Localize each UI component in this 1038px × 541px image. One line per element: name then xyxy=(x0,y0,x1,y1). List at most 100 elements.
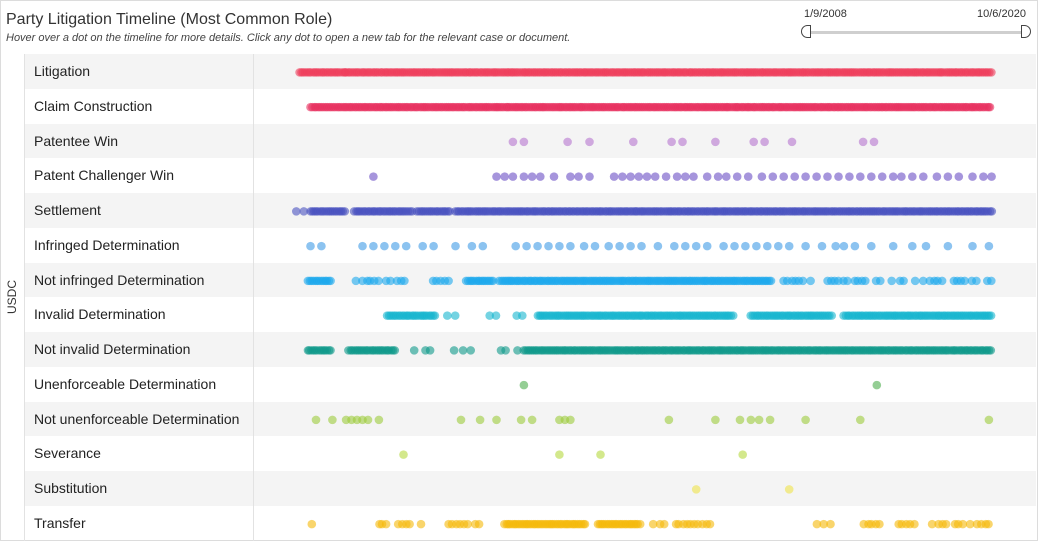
timeline-dot[interactable] xyxy=(566,241,575,251)
timeline-dot[interactable] xyxy=(626,172,635,181)
timeline-dot[interactable] xyxy=(563,137,572,147)
timeline-dot[interactable] xyxy=(843,276,852,286)
timeline-dot[interactable] xyxy=(819,519,828,529)
timeline-dot[interactable] xyxy=(615,241,624,251)
timeline-dot[interactable] xyxy=(369,172,378,181)
timeline-dot[interactable] xyxy=(806,276,815,286)
timeline-dot[interactable] xyxy=(618,172,627,181)
timeline-dot[interactable] xyxy=(711,415,720,425)
timeline-dot[interactable] xyxy=(358,241,367,251)
timeline-dot[interactable] xyxy=(661,172,671,181)
timeline-dot[interactable] xyxy=(987,207,997,216)
timeline-dot[interactable] xyxy=(722,172,731,181)
timeline-dot[interactable] xyxy=(596,450,605,459)
timeline-dot[interactable] xyxy=(845,172,854,181)
timeline-dot[interactable] xyxy=(763,241,772,251)
timeline-dot[interactable] xyxy=(986,311,996,320)
timeline-dot[interactable] xyxy=(910,276,920,286)
timeline-dot[interactable] xyxy=(401,241,411,251)
timeline-dot[interactable] xyxy=(752,241,761,251)
timeline-dot[interactable] xyxy=(801,415,810,425)
timeline-dot[interactable] xyxy=(500,172,510,181)
timeline-dot[interactable] xyxy=(629,137,638,147)
timeline-dot[interactable] xyxy=(363,415,373,425)
timeline-dot[interactable] xyxy=(536,172,545,181)
timeline-dot[interactable] xyxy=(754,415,764,425)
timeline-dot[interactable] xyxy=(590,241,600,251)
timeline-dot[interactable] xyxy=(827,311,836,320)
timeline-dot[interactable] xyxy=(399,450,408,459)
timeline-dot[interactable] xyxy=(326,276,335,286)
timeline-dot[interactable] xyxy=(340,207,350,216)
timeline-dot[interactable] xyxy=(425,346,435,355)
timeline-dot[interactable] xyxy=(475,415,485,425)
timeline-dot[interactable] xyxy=(958,519,968,529)
timeline-dot[interactable] xyxy=(779,172,788,181)
timeline-dot[interactable] xyxy=(519,380,529,390)
timeline-dot[interactable] xyxy=(987,68,996,77)
timeline-dot[interactable] xyxy=(501,346,510,355)
timeline-dot[interactable] xyxy=(757,172,767,181)
timeline-dot[interactable] xyxy=(735,415,745,425)
timeline-dot[interactable] xyxy=(768,172,778,181)
timeline-dot[interactable] xyxy=(430,311,440,320)
date-range-start-handle[interactable] xyxy=(801,25,811,38)
timeline-dot[interactable] xyxy=(787,137,797,147)
timeline-dot[interactable] xyxy=(972,276,981,286)
timeline-dot[interactable] xyxy=(984,241,994,251)
timeline-dot[interactable] xyxy=(380,241,389,251)
date-range-slider-track[interactable] xyxy=(806,31,1028,34)
timeline-dot[interactable] xyxy=(667,137,676,147)
timeline-dot[interactable] xyxy=(527,172,537,181)
timeline-dot[interactable] xyxy=(801,172,810,181)
timeline-dot[interactable] xyxy=(985,102,995,112)
timeline-dot[interactable] xyxy=(672,172,682,181)
timeline-dot[interactable] xyxy=(919,172,928,181)
timeline-dot[interactable] xyxy=(670,241,679,251)
timeline-dot[interactable] xyxy=(943,172,953,181)
timeline-dot[interactable] xyxy=(555,241,564,251)
timeline-dot[interactable] xyxy=(566,172,575,181)
timeline-dot[interactable] xyxy=(317,241,326,251)
timeline-dot[interactable] xyxy=(702,241,712,251)
timeline-dot[interactable] xyxy=(927,519,937,529)
timeline-dot[interactable] xyxy=(513,346,522,355)
timeline-dot[interactable] xyxy=(478,241,488,251)
timeline-dot[interactable] xyxy=(968,172,977,181)
timeline-dot[interactable] xyxy=(984,415,994,425)
timeline-dot[interactable] xyxy=(987,276,996,286)
timeline-dot[interactable] xyxy=(443,311,452,320)
timeline-dot[interactable] xyxy=(449,346,459,355)
timeline-dot[interactable] xyxy=(979,172,988,181)
timeline-dot[interactable] xyxy=(604,241,613,251)
timeline-dot[interactable] xyxy=(580,519,590,529)
timeline-dot[interactable] xyxy=(875,519,884,529)
timeline-dot[interactable] xyxy=(634,172,644,181)
date-range-end-handle[interactable] xyxy=(1021,25,1031,38)
timeline-dot[interactable] xyxy=(869,137,879,147)
timeline-dot[interactable] xyxy=(812,519,822,529)
timeline-dot[interactable] xyxy=(351,276,361,286)
timeline-dot[interactable] xyxy=(968,241,977,251)
timeline-dot[interactable] xyxy=(876,276,885,286)
timeline-dot[interactable] xyxy=(369,241,378,251)
timeline-dot[interactable] xyxy=(839,241,849,251)
timeline-dot[interactable] xyxy=(579,241,589,251)
timeline-dot[interactable] xyxy=(650,172,660,181)
timeline-dot[interactable] xyxy=(941,519,951,529)
timeline-dot[interactable] xyxy=(932,172,942,181)
timeline-dot[interactable] xyxy=(574,172,583,181)
timeline-dot[interactable] xyxy=(527,415,537,425)
timeline-dot[interactable] xyxy=(659,519,669,529)
timeline-dot[interactable] xyxy=(937,276,947,286)
timeline-dot[interactable] xyxy=(467,241,477,251)
timeline-dot[interactable] xyxy=(741,241,750,251)
timeline-dot[interactable] xyxy=(784,241,794,251)
timeline-dot[interactable] xyxy=(648,519,658,529)
timeline-dot[interactable] xyxy=(429,241,438,251)
timeline-dot[interactable] xyxy=(888,241,898,251)
timeline-dot[interactable] xyxy=(823,172,832,181)
timeline-dot[interactable] xyxy=(738,450,747,459)
timeline-dot[interactable] xyxy=(386,276,395,286)
timeline-dot[interactable] xyxy=(458,346,468,355)
